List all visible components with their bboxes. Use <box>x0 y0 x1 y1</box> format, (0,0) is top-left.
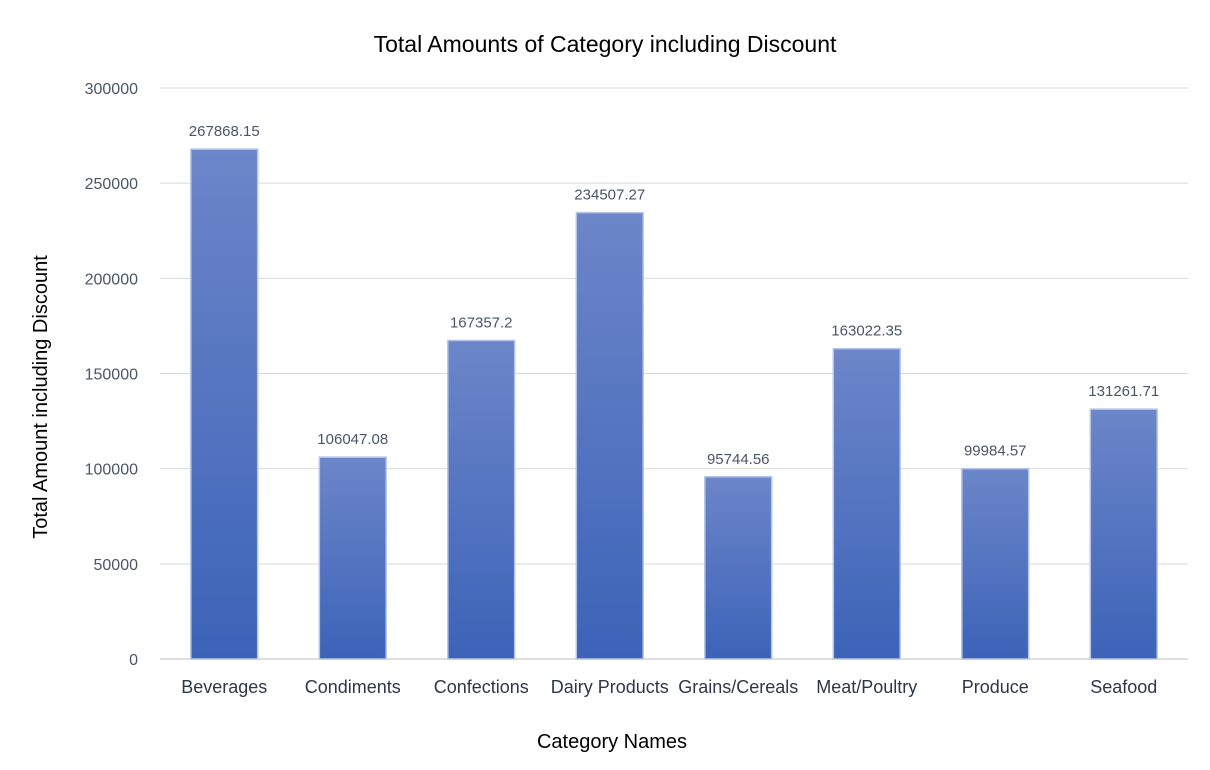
bar-value-label: 95744.56 <box>707 451 770 468</box>
bar-value-label: 234507.27 <box>574 187 645 204</box>
bar-value-label: 163022.35 <box>831 323 902 340</box>
y-tick-label: 200000 <box>85 271 138 288</box>
y-tick-label: 0 <box>129 652 138 669</box>
x-axis-ticks: Beverages Condiments Confections Dairy Prod… <box>181 677 1157 697</box>
bar <box>318 456 387 660</box>
x-tick-label: Dairy Products <box>551 677 669 697</box>
y-tick-label: 150000 <box>85 367 138 384</box>
chart-title: Total Amounts of Category including Disc… <box>374 31 837 57</box>
x-tick-label: Produce <box>962 677 1029 697</box>
y-axis-title: Total Amount including Discount <box>30 255 52 539</box>
bar <box>190 148 259 660</box>
bar <box>704 476 773 660</box>
y-axis-ticks: 0 50000 100000 150000 200000 250000 300000 <box>85 81 138 669</box>
y-tick-label: 50000 <box>94 557 139 574</box>
bar <box>575 211 644 660</box>
gridlines <box>160 87 1188 660</box>
bars <box>190 148 1158 660</box>
y-tick-label: 250000 <box>85 176 138 193</box>
bar <box>1089 408 1158 660</box>
bar-value-label: 106047.08 <box>317 431 388 448</box>
x-tick-label: Seafood <box>1090 677 1157 697</box>
bar <box>961 467 1030 660</box>
bar <box>832 347 901 660</box>
x-tick-label: Meat/Poultry <box>816 677 917 697</box>
y-tick-label: 100000 <box>85 462 138 479</box>
data-labels: 267868.15 106047.08 167357.2 234507.27 95744… <box>189 123 1159 468</box>
bar-value-label: 167357.2 <box>450 314 513 331</box>
bar <box>447 339 516 660</box>
bar-value-label: 267868.15 <box>189 123 260 140</box>
x-tick-label: Grains/Cereals <box>678 677 798 697</box>
bar-value-label: 131261.71 <box>1088 383 1159 400</box>
y-tick-label: 300000 <box>85 81 138 98</box>
x-tick-label: Condiments <box>305 677 401 697</box>
x-axis-title: Category Names <box>537 731 687 753</box>
bar-value-label: 99984.57 <box>964 443 1027 460</box>
x-tick-label: Confections <box>434 677 529 697</box>
x-tick-label: Beverages <box>181 677 267 697</box>
